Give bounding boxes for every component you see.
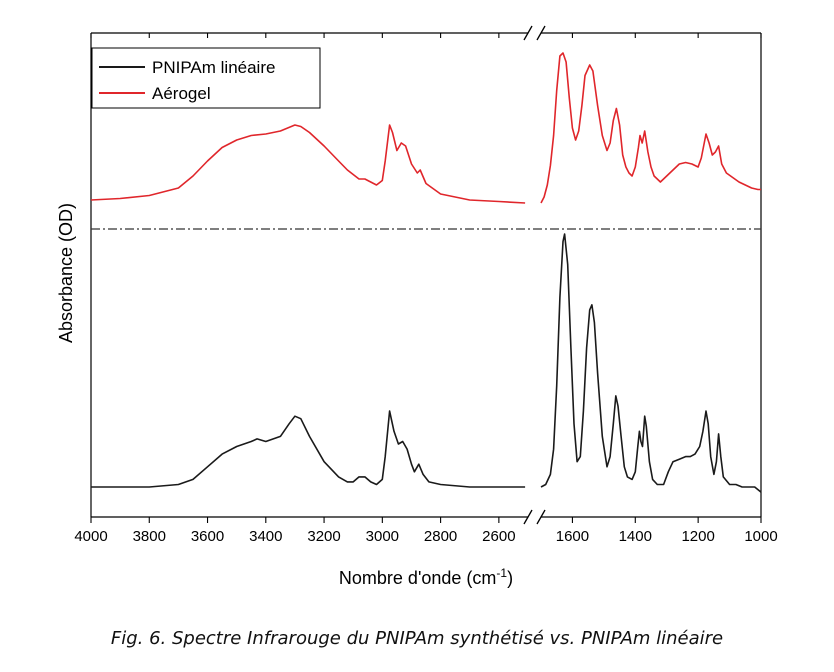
figure-caption: Fig. 6. Spectre Infrarouge du PNIPAm syn… (110, 628, 724, 649)
x-tick-label-1000: 1000 (744, 528, 777, 545)
axis-break-top-mark-1 (523, 25, 533, 41)
series-aerogel-left (90, 124, 526, 204)
series-pnipam-lineaire-left (91, 410, 526, 488)
x-axis-title: Nombre d'onde (cm-1) (339, 566, 513, 588)
y-axis-title: Absorbance (OD) (56, 203, 76, 343)
x-tick-label-1400: 1400 (619, 528, 652, 545)
series-pnipam-lineaire-right (540, 233, 762, 493)
legend-box (91, 47, 321, 109)
x-tick-label-3600: 3600 (191, 528, 224, 545)
axis-break-bottom-mark-2 (536, 509, 546, 525)
series-aerogel-right (540, 52, 761, 204)
x-tick-label-2800: 2800 (424, 528, 457, 545)
x-tick-label-2600: 2600 (482, 528, 515, 545)
x-tick-label-3000: 3000 (366, 528, 399, 545)
x-tick-label-1200: 1200 (681, 528, 714, 545)
x-tick-label-3800: 3800 (133, 528, 166, 545)
legend-label-pnipam-lineaire: PNIPAm linéaire (152, 58, 275, 77)
plot-area: 4000 3800 3600 3400 3200 3000 2800 2600 1600 1400… (56, 25, 778, 588)
x-tick-label-3400: 3400 (249, 528, 282, 545)
axis-break-top-mark-2 (536, 25, 546, 41)
x-tick-label-4000: 4000 (74, 528, 107, 545)
x-tick-label-3200: 3200 (307, 528, 340, 545)
x-tick-label-1600: 1600 (556, 528, 589, 545)
axis-break-bottom-mark-1 (523, 509, 533, 525)
legend-label-aerogel: Aérogel (152, 84, 211, 103)
